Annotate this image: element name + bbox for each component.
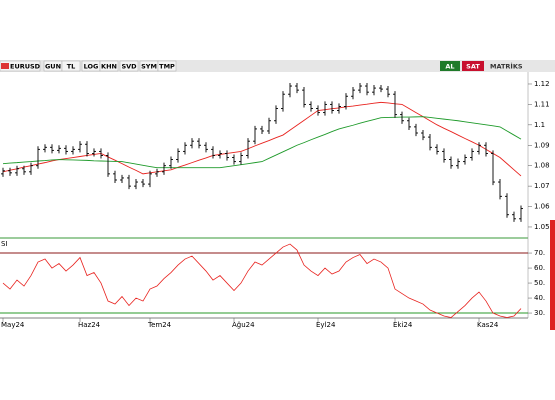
moving-average-line (2, 116, 522, 169)
toolbar-button[interactable] (61, 60, 81, 72)
moving-average-line (2, 101, 522, 177)
y-tick-label: 60. (534, 264, 545, 272)
toolbar-button-label: LOG (84, 63, 99, 71)
y-tick-label: 1.1 (534, 121, 545, 129)
toolbar-button-label: KHN (101, 63, 117, 71)
toolbar-button[interactable] (99, 60, 119, 72)
y-tick-label: 50. (534, 279, 545, 287)
toolbar-button-label: TL (67, 63, 76, 71)
sell-button[interactable] (462, 61, 484, 71)
y-tick-label: 1.11 (534, 100, 550, 108)
x-tick-label: Tem24 (147, 321, 172, 329)
y-tick-label: 1.05 (534, 223, 550, 231)
symbol: EURUSD (10, 63, 41, 71)
buy-button[interactable] (440, 61, 460, 71)
brand: MATRİKS (490, 62, 523, 71)
y-tick-label: 1.12 (534, 80, 550, 88)
sell-label: SAT (466, 63, 480, 71)
toolbar-button[interactable] (119, 60, 139, 72)
y-tick-label: 30. (534, 309, 545, 317)
indicator-line (2, 243, 522, 318)
x-tick-label: May24 (1, 321, 25, 329)
buy-label: AL (445, 63, 454, 71)
x-tick-label: Eki24 (393, 321, 413, 329)
y-tick-label: 1.06 (534, 203, 550, 211)
symbol-box[interactable] (0, 60, 41, 72)
y-tick-label: 1.07 (534, 182, 550, 190)
toolbar-button-label: SVD (121, 63, 137, 71)
x-tick-label: Ağu24 (232, 321, 255, 329)
flag-icon (1, 63, 9, 69)
toolbar (0, 60, 555, 72)
y-tick-label: 1.08 (534, 162, 550, 170)
y-tick-label: 40. (534, 294, 545, 302)
y-tick-label: 70. (534, 249, 545, 257)
toolbar-button-label: TMP (159, 63, 175, 71)
indicator-label: SI (1, 240, 8, 248)
edge-marker (550, 220, 555, 330)
y-tick-label: 1.09 (534, 141, 550, 149)
x-tick-label: Haz24 (78, 321, 101, 329)
toolbar-button-label: GUN (45, 63, 61, 71)
x-tick-label: Kas24 (477, 321, 499, 329)
toolbar-button[interactable] (157, 60, 177, 72)
x-tick-label: Eyl24 (316, 321, 336, 329)
toolbar-button-label: SYM (141, 63, 157, 71)
